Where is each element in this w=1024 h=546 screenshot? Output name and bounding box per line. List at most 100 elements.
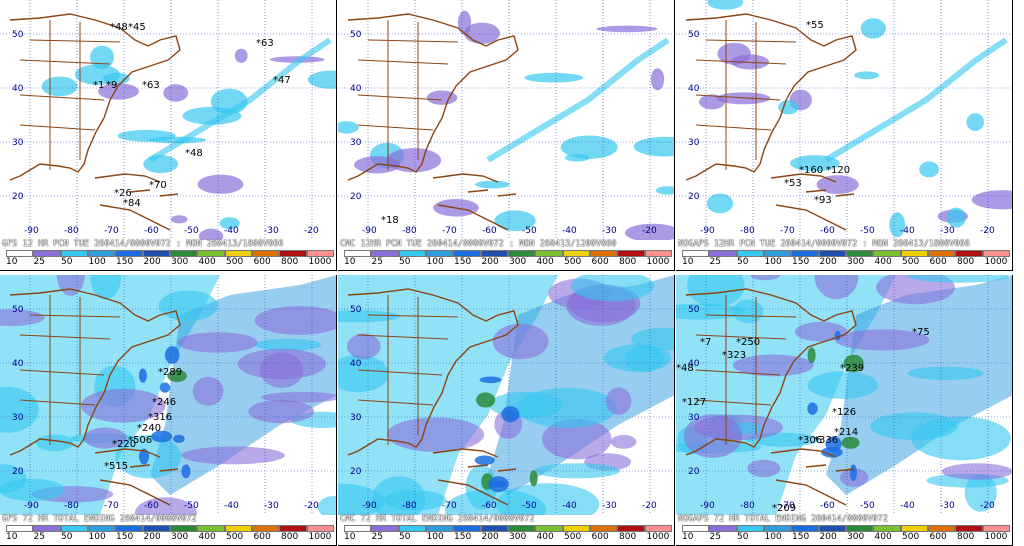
precip-blob	[610, 435, 637, 449]
precip-blob	[707, 0, 744, 10]
colorbar-tick: 50	[399, 257, 411, 267]
lon-label: -50	[860, 501, 875, 511]
colorbar	[682, 525, 1010, 532]
colorbar-tick: 500	[564, 532, 582, 542]
precip-blob	[457, 10, 472, 36]
panel-cmc72: 50 40 30 20 10 -90 -80 -70 -60 -50 -40 -30 -20 CMC 72…	[338, 275, 675, 546]
colorbar-swatch	[425, 250, 454, 257]
precip-blob	[807, 371, 879, 399]
lat-label: 20	[350, 192, 362, 202]
colorbar-swatch	[644, 250, 672, 257]
max-value-label: *209	[772, 503, 797, 514]
caribbean-coast	[94, 448, 179, 506]
colorbar-swatch	[589, 525, 618, 532]
max-value-label: *506	[128, 435, 153, 446]
lon-label: -30	[264, 226, 279, 236]
map-canvas	[676, 0, 1012, 240]
precip-blob	[0, 309, 45, 327]
lon-label: -70	[442, 501, 457, 511]
colorbar-swatch	[398, 525, 426, 532]
colorbar-swatch	[425, 525, 454, 532]
lat-label: 50	[688, 305, 700, 315]
lon-label: -70	[780, 501, 795, 511]
caribbean-coast	[770, 173, 855, 231]
colorbar-swatch	[6, 250, 34, 257]
max-value-label: *84	[123, 198, 141, 209]
lat-label: 30	[12, 413, 24, 423]
colorbar-tick: 400	[536, 532, 554, 542]
precip-blob	[158, 290, 218, 322]
colorbar-tick: 25	[371, 532, 383, 542]
precip-core	[841, 436, 860, 449]
lat-label: 20	[688, 192, 700, 202]
colorbar-swatch	[682, 525, 710, 532]
colorbar-tick: 25	[371, 257, 383, 267]
colorbar-swatch	[982, 525, 1010, 532]
precip-blob	[347, 333, 381, 360]
panel-caption: GFS 72 HR TOTAL ENDING 260414/0000V072	[2, 514, 197, 524]
max-value-label: *47	[273, 75, 291, 86]
precip-core	[164, 346, 180, 364]
colorbar-swatch	[169, 250, 198, 257]
colorbar-swatch	[87, 525, 116, 532]
colorbar-tick: 25	[709, 532, 721, 542]
lon-label: -60	[144, 226, 159, 236]
lon-label: -30	[602, 226, 617, 236]
precip-blob	[524, 72, 584, 83]
colorbar-swatch	[115, 525, 143, 532]
precip-blob	[117, 129, 176, 142]
colorbar-tick: 100	[88, 257, 106, 267]
colorbar-swatch	[60, 250, 88, 257]
caribbean-coast	[432, 448, 517, 506]
colorbar-tick: 300	[509, 532, 527, 542]
colorbar-swatch	[709, 525, 737, 532]
colorbar-swatch	[736, 250, 764, 257]
precip-blob	[492, 323, 549, 360]
precip-blob	[919, 161, 939, 178]
precip-map: 5040302010-90-80-70-60-50-40-30-20*48*45…	[0, 0, 336, 240]
colorbar-tick: 400	[874, 532, 892, 542]
colorbar-tick: 500	[902, 532, 920, 542]
colorbar-tick: 200	[819, 532, 837, 542]
colorbar-tick: 150	[454, 532, 472, 542]
colorbar-swatch	[306, 525, 334, 532]
precip-map: 5040302010-90-80-70-60-50-40-30-20*55*16…	[676, 0, 1012, 240]
colorbar-swatch	[480, 525, 508, 532]
colorbar-tick: 600	[591, 257, 609, 267]
precip-blob	[254, 338, 322, 351]
colorbar-tick: 300	[847, 257, 865, 267]
precip-blob	[35, 434, 74, 452]
colorbar-swatch	[507, 250, 536, 257]
precip-blob	[192, 376, 224, 406]
max-value-label: *515	[104, 461, 129, 472]
lon-label: -70	[442, 226, 457, 236]
max-value-label: *127	[682, 397, 707, 408]
precip-blob	[234, 48, 248, 63]
precip-blob	[90, 45, 114, 69]
panel-caption: CMC 12HR PCN TUE 260414/0000V072 : MON 2…	[340, 239, 617, 249]
colorbar-tick: 600	[591, 532, 609, 542]
colorbar-tick: 10	[6, 257, 18, 267]
lon-label: -70	[104, 226, 119, 236]
precip-blob	[624, 346, 665, 373]
lat-label: 30	[688, 413, 700, 423]
precip-core	[159, 382, 171, 393]
colorbar-swatch	[736, 525, 764, 532]
precip-core	[807, 347, 816, 364]
precip-map: 5040302010-90-80-70-60-50-40-30-20*75*23…	[676, 275, 1012, 515]
colorbar-tick: 400	[874, 257, 892, 267]
precip-blob	[534, 463, 620, 479]
colorbar-tick: 500	[902, 257, 920, 267]
precip-blob	[143, 155, 178, 174]
precip-blob	[84, 427, 127, 449]
lat-label: 20	[688, 467, 700, 477]
lon-label: -60	[482, 501, 497, 511]
precip-core	[529, 470, 538, 487]
colorbar-swatch	[169, 525, 198, 532]
lon-label: -60	[482, 226, 497, 236]
precip-band	[486, 37, 670, 163]
colorbar-tick: 50	[399, 532, 411, 542]
max-value-label: *26	[114, 188, 132, 199]
colorbar	[682, 250, 1010, 257]
precip-blob	[163, 84, 189, 102]
